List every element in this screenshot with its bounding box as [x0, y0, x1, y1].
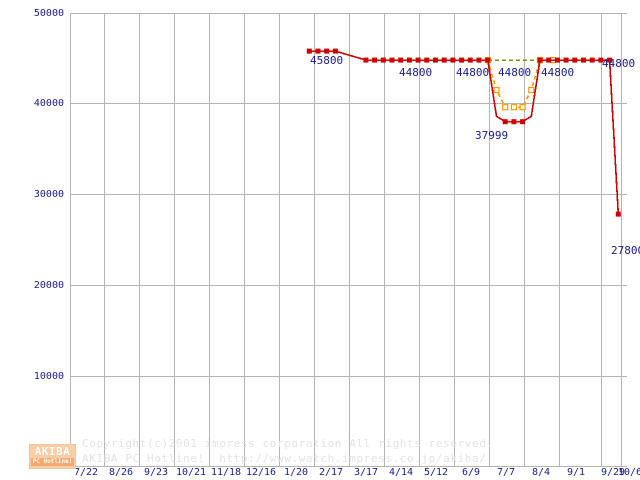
gridline-x-2 — [139, 13, 140, 466]
akiba-logo-title: AKIBA — [34, 445, 71, 458]
ytick-30000: 30000 — [33, 189, 64, 200]
xtick-2: 9/23 — [143, 467, 169, 478]
gridline-x-9 — [384, 13, 385, 466]
gridline-x-16 — [621, 13, 622, 466]
point-value-label: 44800 — [399, 66, 433, 79]
xtick-12: 7/7 — [496, 467, 516, 478]
akiba-logo-subtitle: PC Hotline! — [31, 458, 74, 466]
point-value-label: 37999 — [475, 129, 509, 142]
ytick-40000: 40000 — [33, 98, 64, 109]
point-value-label: 44800 — [456, 66, 490, 79]
ytick-10000: 10000 — [33, 371, 64, 382]
gridline-y-50000 — [70, 13, 627, 14]
gridline-x-3 — [174, 13, 175, 466]
point-value-label: 27800 — [611, 244, 640, 257]
ytick-20000: 20000 — [33, 280, 64, 291]
xtick-16: 10/6 — [617, 467, 640, 478]
xtick-15: 9/29 — [600, 467, 626, 478]
xtick-4: 11/18 — [210, 467, 242, 478]
xtick-3: 10/21 — [175, 467, 207, 478]
point-value-label: 45800 — [310, 54, 344, 67]
xtick-9: 4/14 — [388, 467, 414, 478]
copyright-watermark: Copyright(c)2001 impress corporation All… — [82, 436, 494, 466]
xtick-1: 8/26 — [108, 467, 134, 478]
gridline-x-6 — [279, 13, 280, 466]
ytick-50000: 50000 — [33, 8, 64, 19]
point-value-label: 44800 — [498, 66, 532, 79]
gridline-x-1 — [104, 13, 105, 466]
point-value-label: 44800 — [602, 57, 636, 70]
xtick-8: 3/17 — [353, 467, 379, 478]
akiba-logo: AKIBA PC Hotline! — [29, 444, 76, 469]
gridline-y-20000 — [70, 285, 627, 286]
xtick-6: 1/20 — [283, 467, 309, 478]
gridline-x-0 — [70, 13, 71, 466]
gridline-x-12 — [489, 13, 490, 466]
xtick-14: 9/1 — [566, 467, 586, 478]
gridline-x-14 — [559, 13, 560, 466]
xtick-7: 2/17 — [318, 467, 344, 478]
gridline-y-10000 — [70, 376, 627, 377]
xtick-13: 8/4 — [531, 467, 551, 478]
copyright-line-2: AKIBA PC Hotline! http://www.watch.impre… — [82, 452, 487, 465]
gridline-x-7 — [314, 13, 315, 466]
gridline-x-4 — [209, 13, 210, 466]
xtick-11: 6/9 — [461, 467, 481, 478]
gridline-x-15 — [601, 13, 602, 466]
gridline-x-5 — [244, 13, 245, 466]
xtick-10: 5/12 — [423, 467, 449, 478]
axis-x-baseline — [70, 466, 627, 467]
xtick-0: 7/22 — [73, 467, 99, 478]
point-value-label: 44800 — [541, 66, 575, 79]
gridline-x-11 — [454, 13, 455, 466]
gridline-x-13 — [524, 13, 525, 466]
gridline-x-10 — [419, 13, 420, 466]
gridline-x-8 — [349, 13, 350, 466]
xtick-5: 12/16 — [245, 467, 277, 478]
copyright-line-1: Copyright(c)2001 impress corporation All… — [82, 437, 494, 450]
